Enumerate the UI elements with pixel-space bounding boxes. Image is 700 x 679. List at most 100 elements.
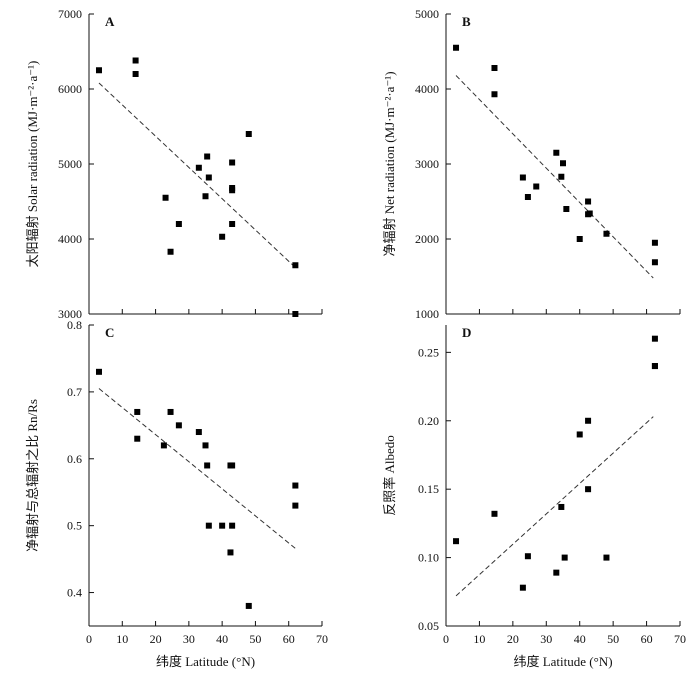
panel-c-point-15 (245, 602, 252, 609)
panel-a-point-7 (204, 153, 211, 160)
panel-b-fit-line (455, 75, 654, 279)
panel-d-y-tick-label-2: 0.15 (418, 482, 439, 496)
panel-b-point-10 (576, 236, 583, 242)
panel-c: 0.4 0.5 0.6 0.7 0.8 0 10 20 30 40 50 60 70 C 净辐射与总辐射之比… (25, 318, 328, 669)
panel-b-point-15 (651, 239, 658, 246)
panel-d: 0.05 0.10 0.15 0.20 0.25 0 10 20 30 40 50 60 70 D 反照率 … (382, 325, 686, 669)
panel-d-x-tick-label-7: 70 (674, 632, 686, 646)
panel-c-point-1 (134, 408, 141, 415)
panel-b-point-11 (585, 198, 592, 205)
panel-a: 3000 4000 5000 6000 7000 A 太阳辐射 Solar radiatio… (25, 7, 323, 321)
panel-c-point-4 (167, 408, 174, 415)
panel-b-point-6 (553, 149, 560, 156)
panel-d-point-0 (453, 538, 460, 545)
panel-b-y-tick-label-0: 1000 (415, 307, 439, 321)
panel-d-x-tick-label-6: 60 (641, 632, 653, 646)
panel-c-point-10 (219, 522, 226, 529)
panel-a-point-10 (219, 233, 226, 240)
panel-d-point-9 (585, 486, 592, 493)
panel-d-x-tick-label-5: 50 (607, 632, 619, 646)
panel-d-point-2 (519, 584, 526, 591)
panel-c-x-tick-label-3: 30 (183, 632, 195, 646)
panel-c-x-tick-label-7: 70 (316, 632, 328, 646)
panel-c-xlabel: 纬度 Latitude (°N) (156, 654, 255, 669)
panel-c-point-13 (227, 549, 234, 556)
panel-a-point-16 (292, 262, 299, 269)
panel-c-x-tick-label-5: 50 (249, 632, 261, 646)
panel-b-point-16 (651, 259, 658, 266)
panel-a-point-5 (175, 221, 182, 227)
panel-d-x-tick-label-2: 20 (507, 632, 519, 646)
panel-a-y-tick-label-3: 6000 (58, 82, 82, 96)
panel-d-y-tick-label-4: 0.25 (418, 345, 439, 359)
panel-b-point-0 (453, 44, 460, 51)
panel-b-point-4 (524, 194, 531, 200)
panel-c-point-5 (175, 422, 182, 429)
panel-c-fit-line (98, 388, 296, 549)
panel-d-y-tick-label-0: 0.05 (418, 619, 439, 633)
panel-a-point-13 (229, 187, 236, 194)
panel-b-point-13 (586, 210, 593, 217)
panel-c-x-tick-label-4: 40 (216, 632, 228, 646)
panel-a-point-15 (245, 131, 252, 137)
panel-a-point-17 (292, 311, 299, 317)
panel-b-point-2 (491, 91, 498, 98)
panel-c-point-6 (195, 429, 202, 436)
panel-c-y-tick-label-3: 0.7 (67, 385, 82, 399)
panel-b-point-8 (560, 160, 566, 167)
panel-a-point-6 (195, 164, 202, 171)
panel-a-y-tick-label-2: 5000 (58, 157, 82, 171)
panel-a-point-8 (205, 174, 212, 181)
panel-d-y-tick-label-1: 0.10 (418, 551, 439, 565)
panel-b-ylabel: 净辐射 Net radiation (MJ·m⁻²·a⁻¹) (382, 71, 397, 256)
panel-a-fit-line (98, 82, 296, 268)
panel-c-point-0 (95, 368, 102, 375)
panel-c-point-12 (229, 462, 236, 469)
panel-a-point-4 (167, 248, 174, 255)
panel-c-x-tick-label-6: 60 (283, 632, 295, 646)
panel-a-point-3 (162, 194, 169, 201)
panel-d-point-1 (491, 510, 498, 517)
panel-a-ylabel: 太阳辐射 Solar radiation (MJ·m⁻²·a⁻¹) (25, 61, 40, 268)
panel-a-y-tick-label-4: 7000 (58, 7, 82, 21)
panel-d-y-tick-label-3: 0.20 (418, 414, 439, 428)
panel-d-point-4 (553, 569, 560, 576)
panel-c-point-7 (202, 442, 209, 449)
panel-b-point-3 (519, 174, 526, 181)
panel-c-point-17 (292, 502, 299, 509)
panel-c-y-tick-label-4: 0.8 (67, 318, 82, 332)
panel-c-x-tick-label-2: 20 (150, 632, 162, 646)
panel-d-point-8 (585, 417, 592, 424)
panel-a-point-9 (202, 193, 209, 200)
panel-d-point-10 (603, 554, 610, 561)
panel-c-point-16 (292, 482, 299, 489)
panel-d-x-tick-label-0: 0 (443, 632, 449, 646)
panel-d-letter: D (462, 325, 471, 340)
panel-c-point-2 (134, 435, 141, 442)
panel-b: 1000 2000 3000 4000 5000 B 净辐射 Net radiation (… (382, 7, 681, 321)
panel-d-point-5 (558, 503, 565, 510)
panel-d-point-13 (651, 363, 658, 370)
panel-b-point-14 (603, 230, 610, 237)
panel-c-x-tick-label-1: 10 (116, 632, 128, 646)
panel-a-point-0 (95, 67, 102, 74)
panel-a-letter: A (105, 14, 115, 29)
panel-d-x-tick-label-1: 10 (473, 632, 485, 646)
panel-d-point-6 (561, 554, 568, 561)
panel-a-y-tick-label-0: 3000 (58, 307, 82, 321)
panel-b-y-tick-label-3: 4000 (415, 82, 439, 96)
panel-d-point-3 (524, 553, 531, 560)
panel-c-x-tick-label-0: 0 (86, 632, 92, 646)
panel-c-y-tick-label-1: 0.5 (67, 519, 82, 533)
panel-b-letter: B (462, 14, 471, 29)
panel-b-y-tick-label-1: 2000 (415, 232, 439, 246)
panel-c-letter: C (105, 325, 114, 340)
panel-c-y-tick-label-0: 0.4 (67, 586, 82, 600)
panel-a-point-2 (132, 71, 139, 77)
panel-b-point-1 (491, 65, 498, 71)
panel-b-point-7 (558, 173, 565, 180)
panel-c-point-8 (204, 462, 211, 469)
panel-c-ylabel: 净辐射与总辐射之比 Rn/Rs (25, 399, 40, 552)
panel-a-point-11 (229, 159, 236, 166)
